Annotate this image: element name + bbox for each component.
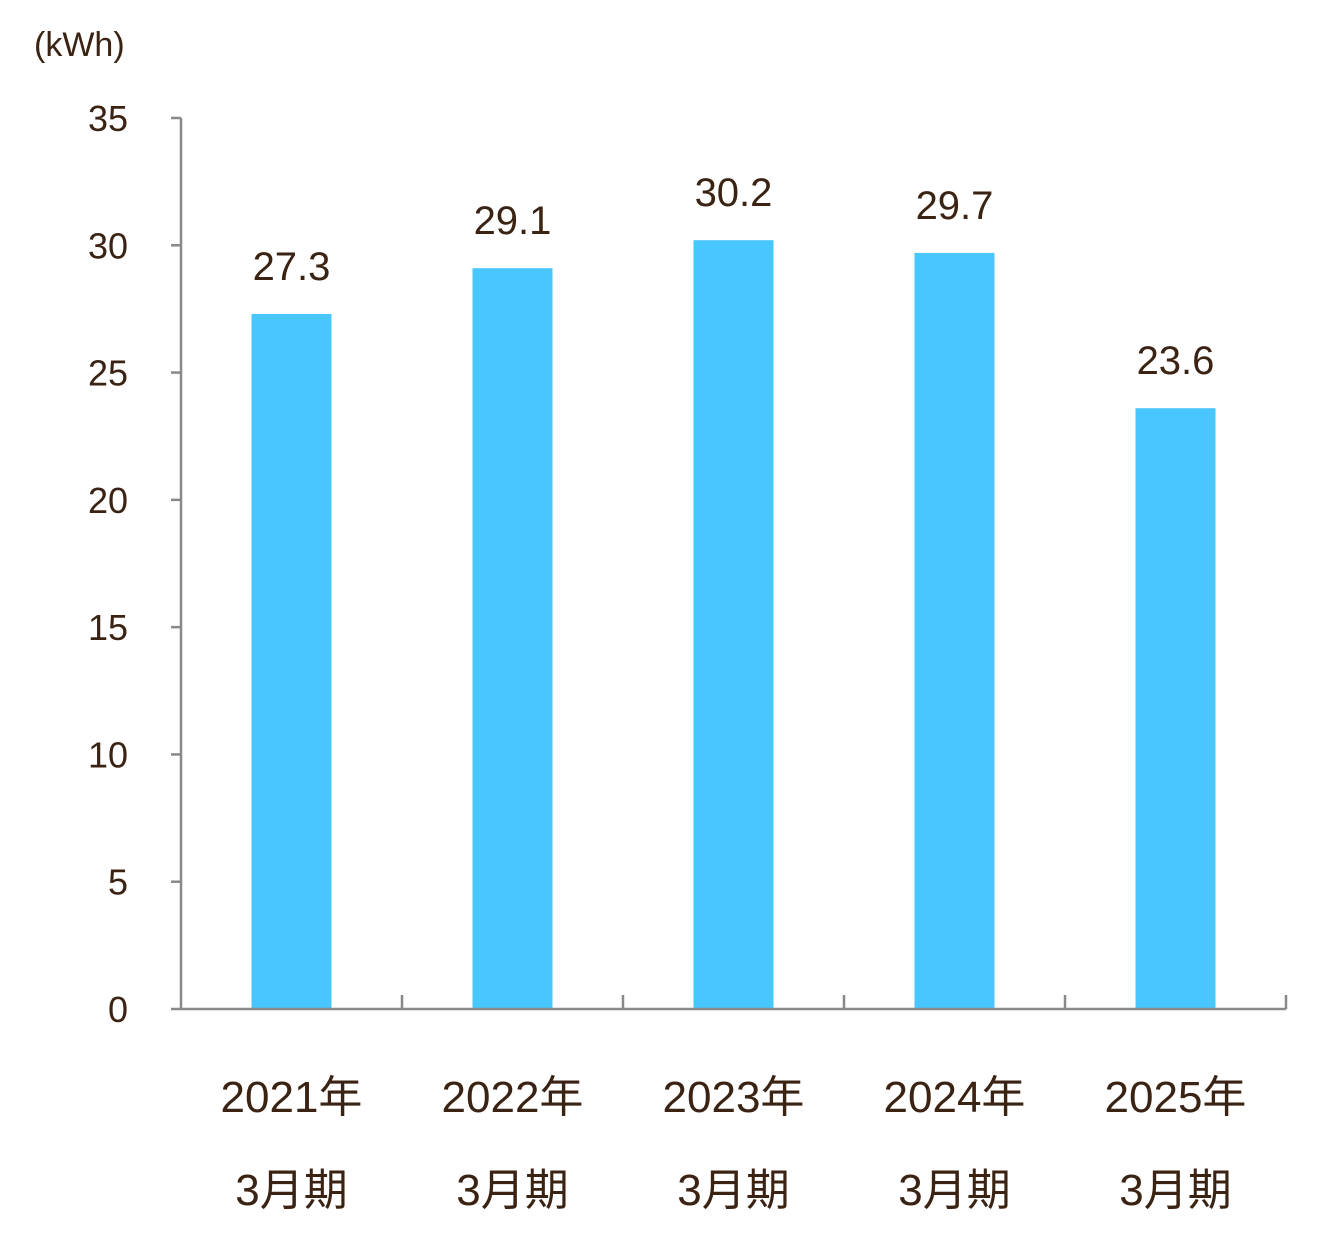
x-tick-label: 3月期 — [456, 1166, 568, 1215]
bar — [251, 314, 332, 1009]
x-tick-label: 2022年 — [442, 1073, 584, 1122]
x-tick-label: 2023年 — [663, 1073, 805, 1122]
y-tick-label: 5 — [108, 862, 128, 903]
y-tick-label: 20 — [88, 480, 128, 521]
y-axis-ticks: 0 5 10 15 20 25 30 35 — [88, 98, 181, 1030]
data-label: 29.1 — [474, 199, 552, 243]
x-tick-label: 3月期 — [677, 1166, 789, 1215]
data-labels: 27.3 29.1 30.2 29.7 23.6 — [253, 171, 1215, 383]
y-tick-label: 15 — [88, 607, 128, 648]
bar — [693, 240, 774, 1010]
y-tick-label: 30 — [88, 225, 128, 266]
data-label: 30.2 — [695, 171, 773, 215]
y-tick-label: 35 — [88, 98, 128, 139]
x-tick-label: 2024年 — [884, 1073, 1026, 1122]
x-axis-labels: 2021年 3月期 2022年 3月期 2023年 3月期 2024年 3月期 2025年 3月期 — [221, 1073, 1247, 1215]
y-tick-label: 25 — [88, 353, 128, 394]
data-label: 23.6 — [1137, 339, 1215, 383]
unit-label: (kWh) — [34, 26, 125, 64]
data-label: 27.3 — [253, 245, 331, 289]
data-label: 29.7 — [916, 184, 994, 228]
x-tick-label: 3月期 — [235, 1166, 347, 1215]
x-tick-label: 2021年 — [221, 1073, 363, 1122]
bars — [251, 240, 1216, 1010]
bar — [472, 268, 553, 1009]
x-tick-label: 3月期 — [1119, 1166, 1231, 1215]
x-tick-label: 2025年 — [1105, 1073, 1247, 1122]
bar — [1135, 408, 1216, 1009]
x-tick-label: 3月期 — [898, 1166, 1010, 1215]
axes — [179, 118, 1288, 1011]
y-tick-label: 0 — [108, 989, 128, 1030]
y-tick-label: 10 — [88, 734, 128, 775]
bar — [914, 252, 995, 1009]
